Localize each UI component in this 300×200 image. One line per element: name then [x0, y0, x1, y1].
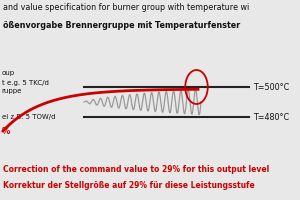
Text: ruppe: ruppe: [2, 88, 22, 94]
Text: %: %: [2, 128, 10, 136]
Text: ei z.B. 5 TOW/d: ei z.B. 5 TOW/d: [2, 114, 55, 120]
Text: ößenvorgabe Brennergruppe mit Temperaturfenster: ößenvorgabe Brennergruppe mit Temperatur…: [3, 21, 240, 30]
Text: and value specification for burner group with temperature wi: and value specification for burner group…: [3, 3, 249, 12]
Text: oup: oup: [2, 70, 15, 76]
Text: T=500°C: T=500°C: [254, 83, 290, 92]
Text: t e.g. 5 TKC/d: t e.g. 5 TKC/d: [2, 80, 48, 86]
Text: T=480°C: T=480°C: [254, 112, 290, 121]
Text: Korrektur der Stellgröße auf 29% für diese Leistungsstufe: Korrektur der Stellgröße auf 29% für die…: [3, 181, 255, 190]
Text: Correction of the command value to 29% for this output level: Correction of the command value to 29% f…: [3, 165, 269, 174]
